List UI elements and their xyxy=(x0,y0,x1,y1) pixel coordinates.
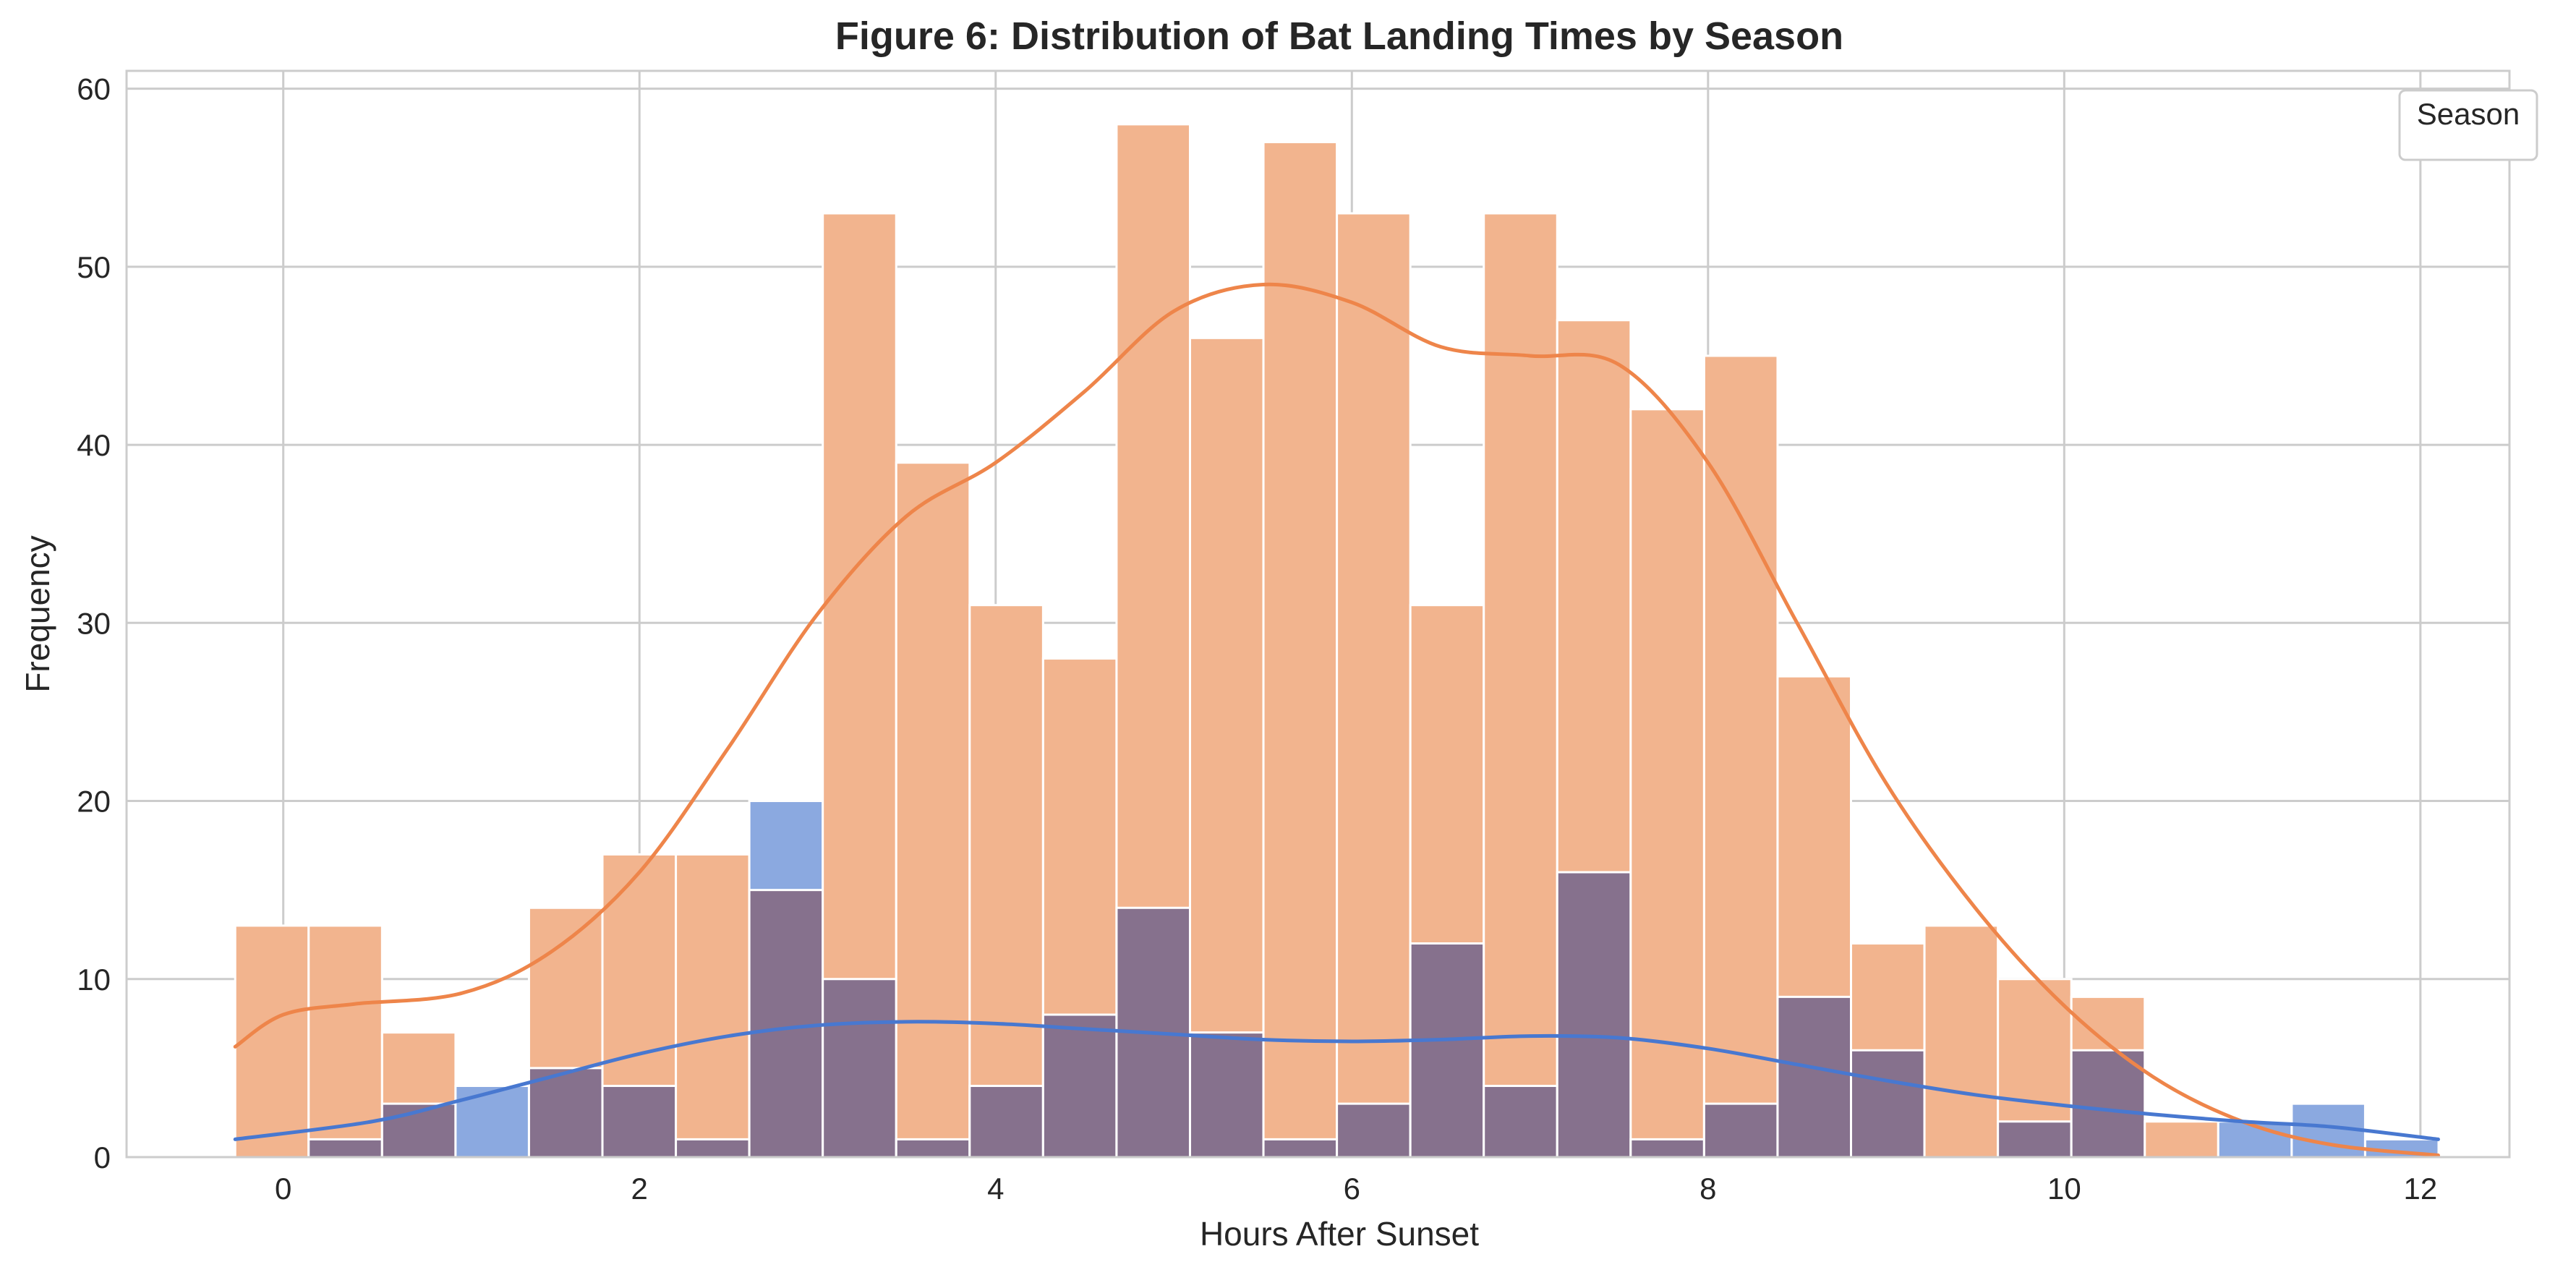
histogram-bar xyxy=(1336,212,1412,1159)
y-tick-label: 50 xyxy=(77,250,111,284)
x-axis-label: Hours After Sunset xyxy=(1200,1215,1479,1253)
y-axis-label: Frequency xyxy=(19,535,56,692)
histogram-bar xyxy=(895,461,971,1159)
histogram-bar-overlap xyxy=(1702,1102,1779,1159)
tick-labels: 0 2 4 6 8 10 12 0 10 20 30 40 50 60 xyxy=(77,72,2437,1206)
legend-title: Season xyxy=(2417,97,2520,131)
x-tick-label: 6 xyxy=(1344,1172,1360,1206)
y-tick-label: 20 xyxy=(77,785,111,819)
histogram-bar-overlap xyxy=(1336,1102,1412,1159)
histogram-bar-overlap xyxy=(1556,871,1632,1159)
histogram-bar xyxy=(675,853,751,1159)
x-tick-label: 2 xyxy=(631,1172,648,1206)
y-tick-label: 60 xyxy=(77,72,111,106)
x-tick-label: 10 xyxy=(2047,1172,2081,1206)
x-tick-label: 12 xyxy=(2404,1172,2438,1206)
histogram-bar xyxy=(1923,924,2000,1159)
chart-title: Figure 6: Distribution of Bat Landing Ti… xyxy=(835,14,1843,58)
plot-frame xyxy=(125,69,2511,1159)
x-tick-label: 8 xyxy=(1699,1172,1716,1206)
histogram-bar-overlap xyxy=(1850,1049,1926,1159)
histogram-bar-overlap xyxy=(1776,995,1853,1159)
histogram-bar-overlap xyxy=(1262,1138,1339,1159)
histogram-bar-overlap xyxy=(307,1138,383,1159)
y-tick-label: 30 xyxy=(77,606,111,640)
y-tick-label: 40 xyxy=(77,428,111,462)
histogram-bar xyxy=(968,604,1044,1159)
histogram-bar-overlap xyxy=(527,1067,604,1159)
histogram-bar-overlap xyxy=(2070,1049,2146,1159)
histogram-bars xyxy=(234,123,2440,1159)
histogram-bar xyxy=(1188,336,1265,1159)
histogram-bar xyxy=(1483,212,1558,1159)
histogram-bar xyxy=(2144,1120,2219,1159)
histogram-bar xyxy=(1262,140,1339,1159)
histogram-bar-overlap xyxy=(1997,1120,2073,1159)
y-tick-label: 10 xyxy=(77,963,111,997)
x-tick-label: 4 xyxy=(987,1172,1004,1206)
legend: Season xyxy=(2398,89,2538,161)
histogram-bar-overlap xyxy=(675,1138,751,1159)
histogram-bar xyxy=(307,924,383,1159)
x-tick-label: 0 xyxy=(275,1172,291,1206)
histogram-bar xyxy=(234,924,310,1159)
histogram-bar-overlap xyxy=(748,889,824,1159)
histogram-bar-overlap xyxy=(1409,942,1485,1159)
histogram-bar-overlap xyxy=(968,1085,1044,1159)
y-tick-label: 0 xyxy=(94,1140,111,1174)
histogram-bar xyxy=(1702,354,1779,1159)
histogram-bar-overlap xyxy=(1188,1031,1265,1159)
histogram-bar-overlap xyxy=(895,1138,971,1159)
kde-line xyxy=(233,282,2440,1158)
histogram-bar-overlap xyxy=(601,1085,678,1159)
kde-curves xyxy=(233,282,2440,1158)
histogram-bar xyxy=(454,1085,530,1159)
histogram-bar-overlap xyxy=(822,978,897,1159)
histogram-bar-overlap xyxy=(1041,1013,1118,1159)
kde-line xyxy=(233,1020,2440,1141)
histogram-bar-overlap xyxy=(1483,1085,1558,1159)
legend-box xyxy=(2398,89,2538,161)
histogram-bar-overlap xyxy=(1629,1138,1705,1159)
